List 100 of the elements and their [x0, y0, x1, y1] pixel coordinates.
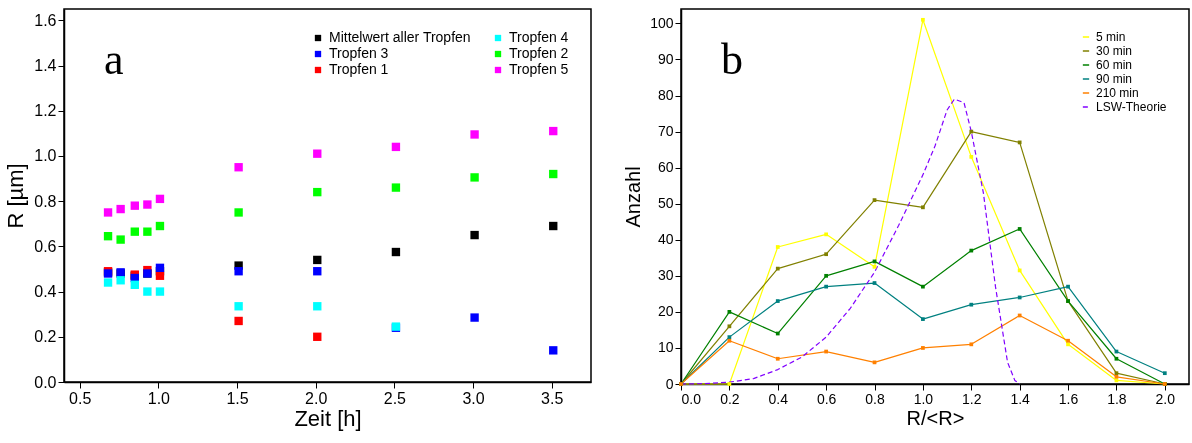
y-tick-label: 60 [657, 159, 674, 176]
legend-label: Mittelwert aller Tropfen [329, 29, 471, 45]
point [234, 163, 243, 172]
point [391, 247, 401, 257]
legend-label: Tropfen 2 [509, 45, 569, 61]
x-tick-label: 3.0 [462, 389, 485, 407]
point [391, 183, 401, 192]
point [549, 169, 558, 179]
y-tick-label: 100 [650, 14, 674, 31]
point [921, 284, 925, 289]
point [103, 232, 113, 241]
legend-label: Tropfen 1 [329, 61, 389, 77]
legend-label: Tropfen 5 [509, 61, 569, 77]
x-tick-label: 2.5 [383, 389, 407, 407]
point [824, 284, 829, 289]
point [921, 205, 925, 210]
point [549, 126, 558, 136]
point [313, 149, 322, 158]
x-tick-label: 2.0 [1155, 390, 1176, 407]
point [313, 332, 322, 341]
point [130, 280, 139, 289]
point [824, 252, 829, 257]
legend-label: 30 min [1096, 44, 1133, 58]
point [116, 276, 125, 285]
y-axis-title: R [µm] [3, 163, 29, 229]
x-tick-label: 0.6 [816, 390, 837, 407]
x-axis-title: Zeit [h] [294, 405, 362, 431]
y-tick-label: 50 [657, 195, 674, 212]
x-tick-label: 0.8 [865, 390, 885, 407]
point [1017, 227, 1022, 231]
point [130, 201, 139, 210]
point [155, 287, 165, 296]
annotation: a [104, 35, 124, 84]
line-series [680, 98, 1021, 385]
y-tick-label: 0.6 [34, 237, 57, 255]
point [313, 255, 322, 265]
y-tick-label: 0.0 [34, 373, 57, 391]
legend-label: 60 min [1096, 58, 1133, 72]
point [155, 221, 165, 231]
point [969, 342, 974, 347]
point [313, 267, 322, 276]
point [234, 302, 243, 311]
legend-label: 90 min [1096, 72, 1133, 86]
annotation: b [721, 35, 743, 84]
legend-label: Tropfen 4 [509, 29, 569, 45]
x-tick-label: 1.8 [1107, 390, 1127, 407]
legend-label: LSW-Theorie [1096, 100, 1167, 114]
y-tick-label: 0.8 [34, 192, 57, 210]
point [921, 346, 925, 350]
point [130, 227, 139, 236]
point [775, 245, 780, 249]
x-tick-label: 3.5 [541, 389, 564, 407]
legend-label: Tropfen 3 [329, 45, 389, 61]
legend-label: 210 min [1096, 86, 1139, 100]
y-axis-title: Anzahl [622, 166, 645, 228]
point [549, 346, 558, 355]
x-tick-label: 0.5 [69, 389, 92, 407]
y-tick-label: 40 [657, 231, 674, 248]
x-tick-label: 2.0 [305, 389, 328, 407]
x-axis-title: R/<R> [906, 406, 965, 429]
x-tick-label: 1.0 [147, 389, 171, 407]
point [116, 235, 125, 244]
point [470, 313, 479, 322]
point [1066, 284, 1070, 289]
point [313, 187, 322, 197]
x-tick-label: 0.0 [681, 390, 702, 407]
point [103, 208, 113, 217]
point [103, 278, 113, 287]
point [155, 271, 165, 280]
y-tick-label: 20 [657, 303, 674, 320]
y-tick-label: 0.2 [34, 328, 57, 346]
point [470, 130, 479, 139]
point [470, 230, 479, 240]
point [1162, 371, 1167, 376]
y-tick-label: 0 [665, 375, 674, 392]
point [155, 263, 165, 273]
y-tick-label: 1.4 [34, 57, 57, 75]
point [143, 200, 152, 209]
point [549, 221, 558, 231]
point [775, 299, 780, 303]
point [1066, 338, 1070, 343]
x-tick-label: 1.6 [1058, 390, 1079, 407]
point [234, 267, 243, 276]
x-tick-label: 0.4 [768, 390, 789, 407]
point [143, 227, 152, 236]
x-tick-label: 0.2 [720, 390, 740, 407]
point [234, 316, 243, 326]
point [824, 273, 829, 278]
x-tick-label: 1.0 [913, 390, 934, 407]
y-tick-label: 1.6 [34, 11, 57, 29]
point [116, 204, 125, 214]
point [921, 317, 925, 321]
legend-label: 5 min [1096, 30, 1126, 44]
point [234, 208, 243, 217]
point [391, 142, 401, 152]
point [470, 173, 479, 182]
y-tick-label: 1.0 [34, 147, 57, 165]
y-tick-label: 80 [657, 87, 674, 104]
point [969, 154, 974, 159]
y-tick-label: 70 [657, 123, 674, 140]
